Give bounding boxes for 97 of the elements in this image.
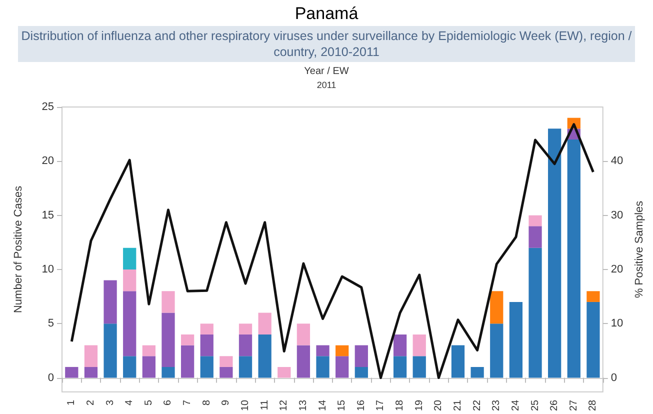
bar: [65, 366, 78, 378]
bar: [528, 226, 542, 248]
bar: [123, 269, 136, 292]
x-tick-label: 2: [85, 399, 96, 406]
bar: [162, 366, 175, 378]
bar: [296, 345, 310, 378]
y2-tick-label: 40: [610, 155, 624, 168]
bar: [180, 345, 194, 378]
x-tick-label: 23: [491, 399, 502, 411]
bar: [142, 356, 156, 378]
chart-title: Panamá: [294, 4, 360, 25]
y-axis-title: Number of Positive Cases: [12, 185, 24, 314]
x-tick-label: 1: [66, 399, 78, 406]
bar: [296, 324, 310, 346]
x-tick-label: 3: [104, 399, 116, 406]
x-tick-label: 11: [259, 399, 270, 410]
x-tick-label: 26: [549, 399, 560, 411]
x-tick-label: 18: [394, 399, 406, 411]
bar: [200, 356, 214, 378]
bar: [451, 345, 465, 378]
x-tick-label: 19: [414, 399, 425, 411]
x-tick-label: 6: [162, 399, 174, 406]
bar: [412, 356, 426, 378]
bar: [84, 366, 98, 378]
bar: [180, 334, 194, 346]
y2-tick-label: 0: [610, 372, 617, 384]
bar: [258, 312, 272, 334]
x-tick-label: 16: [356, 399, 367, 411]
x-tick-label: 28: [588, 399, 599, 411]
y-tick-label: 5: [48, 318, 54, 330]
x-tick-label: 10: [240, 399, 252, 411]
bar: [316, 356, 330, 378]
bar: [220, 356, 233, 367]
x-tick-label: 21: [452, 399, 464, 411]
bar: [586, 302, 600, 378]
chart-subtitle: Distribution of influenza and other respiratory viruses under surveillance by Epidemiologic Week (EW), region / country, 2010-2011: [18, 26, 635, 62]
bar: [278, 366, 291, 378]
x-tick-label: 12: [278, 399, 290, 411]
bar: [586, 291, 600, 302]
y-tick-label: 10: [42, 263, 54, 276]
bar: [104, 324, 117, 378]
y2-tick-label: 10: [610, 318, 624, 330]
bar: [104, 280, 117, 324]
bar: [258, 334, 272, 378]
x-tick-label: 8: [201, 399, 212, 406]
x-tick-label: 24: [510, 399, 522, 411]
bar: [490, 324, 504, 378]
x-tick-label: 20: [433, 399, 444, 411]
x-tick-label: 15: [336, 399, 348, 411]
bar: [220, 366, 233, 378]
y2-tick-label: 20: [610, 263, 624, 276]
x-tick-label: 22: [472, 399, 483, 411]
bar: [142, 345, 156, 356]
bar: [528, 248, 542, 378]
bar: [354, 345, 368, 367]
bar: [412, 334, 426, 356]
bar: [336, 356, 349, 378]
x-tick-label: 27: [568, 399, 580, 411]
bar: [354, 366, 368, 378]
x-tick-label: 9: [220, 399, 232, 406]
bar: [316, 345, 330, 356]
bar: [336, 345, 349, 356]
bar: [123, 248, 136, 270]
bar: [393, 334, 407, 356]
bar: [162, 291, 175, 313]
y-tick-label: 25: [42, 101, 54, 113]
line-series: [70, 123, 594, 380]
y2-tick-label: 30: [610, 209, 624, 222]
x-tick-label: 13: [298, 399, 309, 411]
y2-axis-title: % Positive Samples: [634, 200, 646, 298]
bar: [123, 291, 136, 356]
x-tick-label: 7: [182, 399, 194, 406]
bar: [123, 356, 136, 378]
bar: [84, 345, 98, 367]
bar: [238, 324, 252, 334]
bar: [470, 366, 484, 378]
bar: [548, 128, 562, 378]
bar: [509, 302, 523, 378]
x-tick-label: 14: [317, 399, 328, 411]
x-tick-label: 25: [530, 399, 541, 411]
x-axis-title: Year / EW: [303, 66, 350, 77]
x-tick-label: 4: [124, 399, 136, 406]
text: 2011: [316, 80, 338, 90]
bar: [162, 312, 175, 367]
bar: [238, 334, 252, 356]
bar: [393, 356, 407, 378]
bar: [200, 324, 214, 334]
bar: [200, 334, 214, 356]
bar: [528, 215, 542, 226]
y-tick-label: 20: [42, 155, 54, 168]
y-tick-label: 0: [48, 372, 54, 384]
bar: [490, 291, 504, 324]
x-tick-label: 5: [143, 399, 154, 406]
bar: [567, 139, 580, 378]
x-tick-label: 17: [375, 399, 386, 411]
y-tick-label: 15: [42, 209, 54, 222]
bar: [238, 356, 252, 378]
